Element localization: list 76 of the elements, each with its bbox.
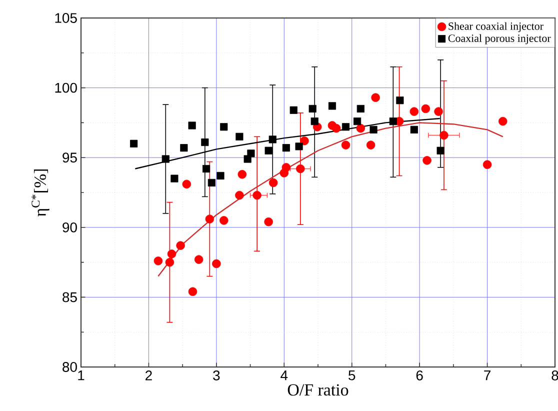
- point: [341, 140, 350, 150]
- point: [162, 155, 170, 163]
- point: [170, 174, 178, 182]
- point: [268, 178, 278, 188]
- point: [252, 190, 262, 200]
- point: [410, 107, 419, 116]
- point: [176, 241, 185, 250]
- y-tick-label: 95: [62, 152, 77, 163]
- y-tick-label: 105: [55, 13, 77, 23]
- point: [436, 146, 444, 154]
- point: [247, 150, 255, 158]
- point: [389, 118, 397, 126]
- point: [308, 104, 316, 113]
- point: [202, 164, 210, 173]
- x-tick-label: 1: [78, 370, 84, 380]
- point: [498, 116, 508, 126]
- point: [356, 104, 364, 113]
- y-tick-label: 100: [55, 82, 77, 93]
- point: [130, 140, 138, 148]
- y-axis-title: η$^{C*}$[%]: [32, 169, 50, 217]
- point: [282, 144, 290, 152]
- point: [219, 216, 228, 225]
- point: [220, 123, 228, 131]
- y-tick-label: 90: [62, 222, 77, 232]
- point: [356, 124, 366, 133]
- point: [180, 144, 188, 152]
- point: [201, 138, 209, 146]
- point: [434, 107, 443, 116]
- line-series: [158, 122, 504, 277]
- point: [328, 102, 336, 110]
- point: [421, 104, 430, 114]
- x-tick-label: 6: [416, 370, 423, 380]
- point: [188, 122, 196, 130]
- point: [235, 190, 244, 200]
- point: [332, 124, 341, 133]
- x-tick-label: 8: [552, 370, 558, 380]
- point: [370, 126, 378, 134]
- point: [264, 217, 273, 226]
- point: [216, 172, 224, 180]
- point: [482, 160, 492, 169]
- x-tick-label: 4: [280, 370, 288, 380]
- point: [238, 170, 247, 179]
- point: [268, 136, 276, 144]
- point: [396, 96, 404, 104]
- point: [300, 136, 309, 146]
- point: [165, 258, 174, 267]
- point: [366, 140, 376, 150]
- x-tick-label: 3: [213, 370, 220, 380]
- x-tick-label: 7: [484, 370, 490, 380]
- point: [264, 146, 272, 154]
- point: [208, 178, 216, 187]
- legend-label: Coaxial porous injector: [448, 34, 551, 44]
- point: [295, 142, 303, 150]
- point: [182, 180, 192, 189]
- x-axis-title: O/F ratio: [288, 384, 348, 396]
- point: [188, 287, 198, 296]
- x-tick-label: 2: [146, 370, 152, 380]
- point: [422, 156, 432, 165]
- x-tick-label: 5: [348, 370, 356, 380]
- point: [212, 259, 221, 268]
- y-tick-label: 85: [62, 292, 77, 302]
- point: [410, 126, 418, 134]
- point: [296, 164, 305, 174]
- point: [205, 214, 214, 224]
- point: [342, 123, 350, 131]
- point: [167, 250, 176, 258]
- point: [310, 118, 318, 126]
- point: [440, 130, 448, 140]
- point: [371, 93, 380, 102]
- point: [194, 255, 204, 264]
- y-tick-label: 80: [62, 362, 77, 372]
- legend-label: Shear coaxial injector: [448, 22, 544, 32]
- point: [154, 256, 163, 266]
- point: [290, 106, 298, 114]
- point: [236, 132, 244, 140]
- point: [353, 118, 362, 126]
